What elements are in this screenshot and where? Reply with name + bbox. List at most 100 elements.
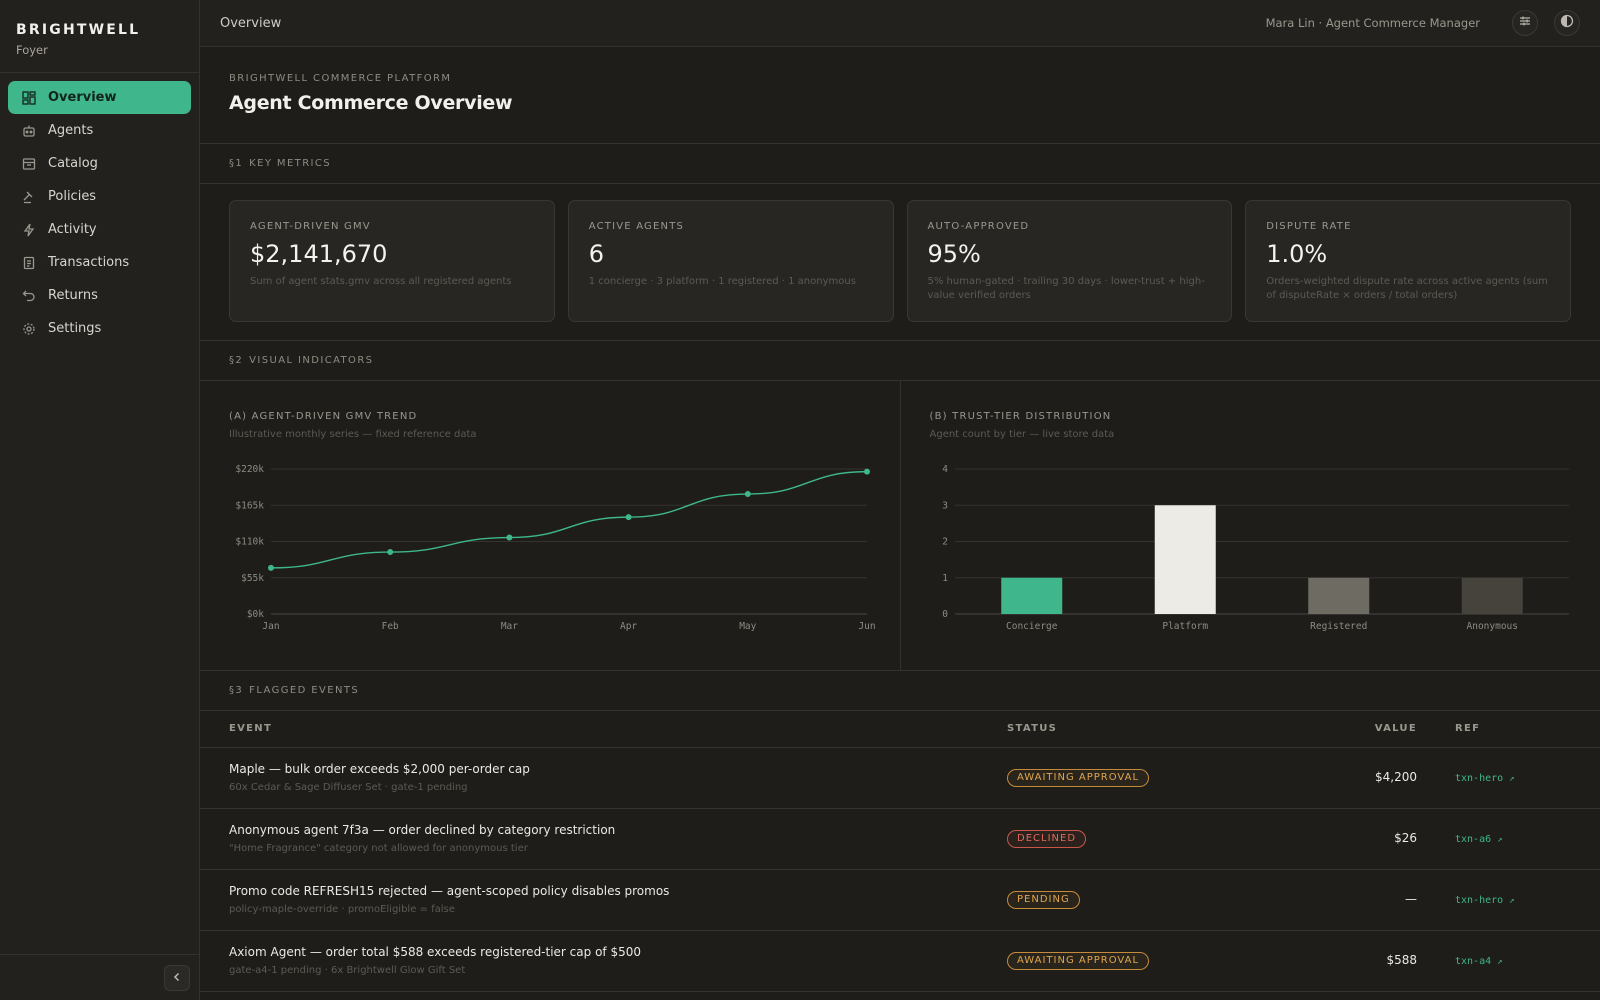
kpi-card-active-agents: ACTIVE AGENTS 6 1 concierge · 3 platform…	[567, 200, 894, 322]
sidebar-item-label: Activity	[48, 222, 97, 237]
event-detail: policy-maple-override · promoEligible = …	[229, 904, 455, 915]
status-cell: AWAITING APPROVAL	[1007, 930, 1287, 992]
ref-text: txn-a6	[1455, 834, 1492, 845]
sidebar-footer	[0, 954, 199, 1000]
user-identity: Mara Lin · Agent Commerce Manager	[1265, 16, 1480, 30]
status-cell: PENDING	[1007, 869, 1287, 931]
sidebar-item-catalog[interactable]: Catalog	[8, 147, 191, 180]
trust-tier-bar-chart: 0 1 2 3 4 Concierge Platform Registered Anonymou…	[942, 464, 1569, 632]
sidebar-item-agents[interactable]: Agents	[8, 114, 191, 147]
column-header-status[interactable]: STATUS	[1007, 711, 1287, 748]
kpi-label: ACTIVE AGENTS	[588, 221, 685, 232]
collapse-sidebar-button[interactable]	[164, 965, 190, 991]
table-header-row: EVENT STATUS VALUE REF	[200, 711, 1600, 748]
sidebar-item-activity[interactable]: Activity	[8, 213, 191, 246]
sidebar-item-policies[interactable]: Policies	[8, 180, 191, 213]
status-badge: PENDING	[1007, 890, 1080, 909]
bar-anonymous	[1461, 577, 1523, 614]
sidebar-item-label: Policies	[48, 189, 97, 204]
status-badge: DECLINED	[1007, 829, 1087, 848]
visual-indicators: (A) AGENT-DRIVEN GMV TREND Illustrative …	[200, 381, 1600, 671]
event-title: Axiom Agent — order total $588 exceeds r…	[229, 945, 641, 959]
gmv-data-point	[387, 549, 394, 556]
y-tick-label: 2	[942, 537, 948, 548]
theme-toggle-button[interactable]	[1554, 10, 1580, 36]
x-tick-label: Anonymous	[1466, 621, 1517, 632]
event-value: $4,200	[1375, 770, 1417, 784]
kpi-row: AGENT-DRIVEN GMV $2,141,670 Sum of agent…	[200, 184, 1600, 341]
chart-title: (B) TRUST-TIER DISTRIBUTION	[929, 411, 1112, 422]
sidebar-item-label: Settings	[48, 321, 102, 336]
section-visual-indicators: §2 VISUAL INDICATORS	[200, 341, 1600, 381]
y-tick-label: $220k	[235, 464, 264, 475]
external-link-icon: ↗	[1509, 896, 1515, 906]
event-detail: 60x Cedar & Sage Diffuser Set · gate-1 p…	[229, 782, 468, 793]
y-tick-label: $165k	[235, 500, 264, 511]
y-tick-label: $55k	[241, 573, 264, 584]
gmv-data-point	[744, 491, 751, 498]
section-flagged-events: §3 FLAGGED EVENTS	[200, 671, 1600, 711]
kpi-card-auto-approved: AUTO-APPROVED 95% 5% human-gated · trail…	[906, 200, 1233, 322]
event-value: $588	[1386, 953, 1417, 967]
brand-subtitle: Foyer	[16, 43, 48, 57]
ref-text: txn-a4	[1455, 956, 1492, 967]
event-cell: Axiom Agent — order total $588 exceeds r…	[200, 930, 1007, 992]
column-header-ref[interactable]: REF	[1417, 711, 1600, 748]
receipt-icon	[22, 256, 36, 270]
sidebar-item-overview[interactable]: Overview	[8, 81, 191, 114]
table-row[interactable]: Promo code REFRESH15 rejected — agent-sc…	[200, 869, 1600, 931]
flagged-events-table: EVENT STATUS VALUE REF Maple — bulk orde…	[200, 711, 1600, 992]
chevron-left-icon	[172, 971, 182, 986]
event-cell: Maple — bulk order exceeds $2,000 per-or…	[200, 747, 1007, 809]
sidebar-item-label: Agents	[48, 123, 94, 138]
x-tick-label: Platform	[1162, 621, 1208, 632]
event-value: $26	[1394, 831, 1417, 845]
trust-tier-panel: (B) TRUST-TIER DISTRIBUTION Agent count …	[899, 381, 1600, 670]
column-header-value[interactable]: VALUE	[1287, 711, 1417, 748]
value-cell: $588	[1287, 930, 1417, 992]
bot-icon	[22, 124, 36, 138]
kpi-label: AGENT-DRIVEN GMV	[250, 221, 371, 232]
chart-subtitle: Illustrative monthly series — fixed refe…	[229, 429, 477, 440]
sidebar-item-label: Overview	[48, 90, 117, 105]
column-header-event[interactable]: EVENT	[200, 711, 1007, 748]
kpi-card-dispute-rate: DISPUTE RATE 1.0% Orders-weighted disput…	[1245, 200, 1571, 322]
ref-link[interactable]: txn-a4 ↗	[1455, 956, 1503, 967]
gmv-trend-panel: (A) AGENT-DRIVEN GMV TREND Illustrative …	[200, 381, 900, 670]
bolt-icon	[22, 223, 36, 237]
table-row[interactable]: Anonymous agent 7f3a — order declined by…	[200, 808, 1600, 870]
y-tick-label: $0k	[247, 609, 264, 620]
kpi-value: 1.0%	[1266, 240, 1328, 268]
value-cell: —	[1287, 869, 1417, 931]
sidebar-item-returns[interactable]: Returns	[8, 279, 191, 312]
filters-button[interactable]	[1512, 10, 1538, 36]
chart-subtitle: Agent count by tier — live store data	[929, 429, 1115, 440]
main-content: BRIGHTWELL COMMERCE PLATFORM Agent Comme…	[200, 47, 1600, 1000]
external-link-icon: ↗	[1509, 774, 1515, 784]
bar-registered	[1307, 577, 1369, 614]
undo-icon	[22, 289, 36, 303]
x-tick-label: Jan	[262, 621, 279, 632]
gmv-data-point	[268, 564, 274, 571]
sidebar-item-transactions[interactable]: Transactions	[8, 246, 191, 279]
x-tick-label: Feb	[382, 621, 399, 632]
ref-cell: txn-hero ↗	[1417, 869, 1600, 931]
y-tick-label: 4	[942, 464, 948, 475]
section-number: §2	[229, 355, 244, 366]
ref-link[interactable]: txn-a6 ↗	[1455, 834, 1503, 845]
table-row[interactable]: Maple — bulk order exceeds $2,000 per-or…	[200, 747, 1600, 809]
gmv-data-point	[864, 468, 870, 475]
chart-title: (A) AGENT-DRIVEN GMV TREND	[229, 411, 418, 422]
sidebar-item-settings[interactable]: Settings	[8, 312, 191, 345]
table-row[interactable]: Axiom Agent — order total $588 exceeds r…	[200, 930, 1600, 992]
ref-link[interactable]: txn-hero ↗	[1455, 773, 1515, 784]
status-badge: AWAITING APPROVAL	[1007, 951, 1150, 970]
sidebar-item-label: Returns	[48, 288, 98, 303]
sidebar-item-label: Transactions	[48, 255, 130, 270]
y-tick-label: $110k	[235, 537, 264, 548]
kpi-card-gmv: AGENT-DRIVEN GMV $2,141,670 Sum of agent…	[229, 200, 555, 322]
event-title: Promo code REFRESH15 rejected — agent-sc…	[229, 884, 670, 898]
ref-link[interactable]: txn-hero ↗	[1455, 895, 1515, 906]
kpi-note: 5% human-gated · trailing 30 days · lowe…	[927, 276, 1205, 301]
kpi-value: 95%	[927, 240, 981, 268]
